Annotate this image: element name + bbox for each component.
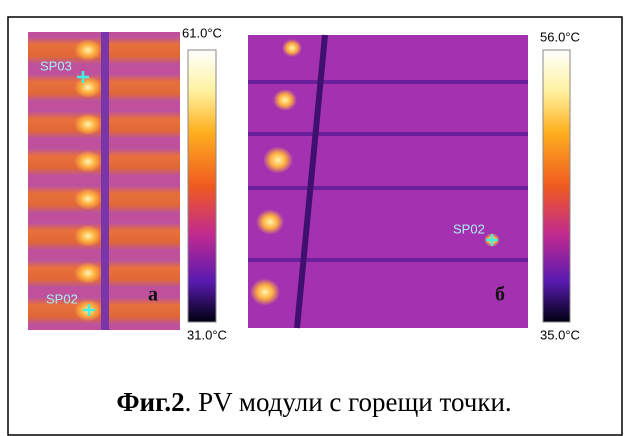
caption-text: . PV модули с горещи точки. [185, 387, 512, 417]
panel-label: б [495, 284, 505, 306]
thermal-detail [248, 80, 528, 84]
thermal-detail [263, 147, 293, 174]
thermal-detail [248, 132, 528, 136]
spot-label: SP02 [46, 291, 78, 306]
thermal-detail [74, 262, 102, 284]
thermal-detail [248, 186, 528, 190]
colorbar-max: 61.0°C [182, 25, 222, 40]
thermal-detail [74, 188, 102, 210]
thermal-detail [74, 113, 102, 135]
thermal-detail [74, 76, 102, 98]
thermal-detail [74, 151, 102, 173]
spot-label: SP03 [40, 58, 72, 73]
thermal-detail [74, 225, 102, 247]
thermal-detail [74, 39, 102, 61]
spot-label: SP02 [453, 221, 485, 236]
page: 61.0°C 31.0°C 56.0°C 35.0°C SP03 SP02 SP… [0, 0, 629, 436]
caption-number: Фиг.2 [116, 387, 184, 417]
colorbar-max: 56.0°C [540, 29, 580, 44]
thermal-detail [273, 89, 297, 111]
caption: Фиг.2. PV модули с горещи точки. [116, 387, 511, 417]
thermal-detail [256, 209, 284, 234]
thermal-detail [101, 32, 109, 330]
colorbar [188, 50, 216, 322]
thermal-image-b [248, 35, 528, 328]
figure: 61.0°C 31.0°C 56.0°C 35.0°C SP03 SP02 SP… [0, 0, 629, 436]
colorbar-min: 31.0°C [187, 327, 227, 342]
colorbar [543, 50, 570, 322]
panel-label: а [148, 284, 158, 306]
thermal-detail [282, 39, 302, 57]
colorbar-min: 35.0°C [540, 327, 580, 342]
thermal-detail [250, 279, 280, 306]
thermal-detail [248, 258, 528, 262]
